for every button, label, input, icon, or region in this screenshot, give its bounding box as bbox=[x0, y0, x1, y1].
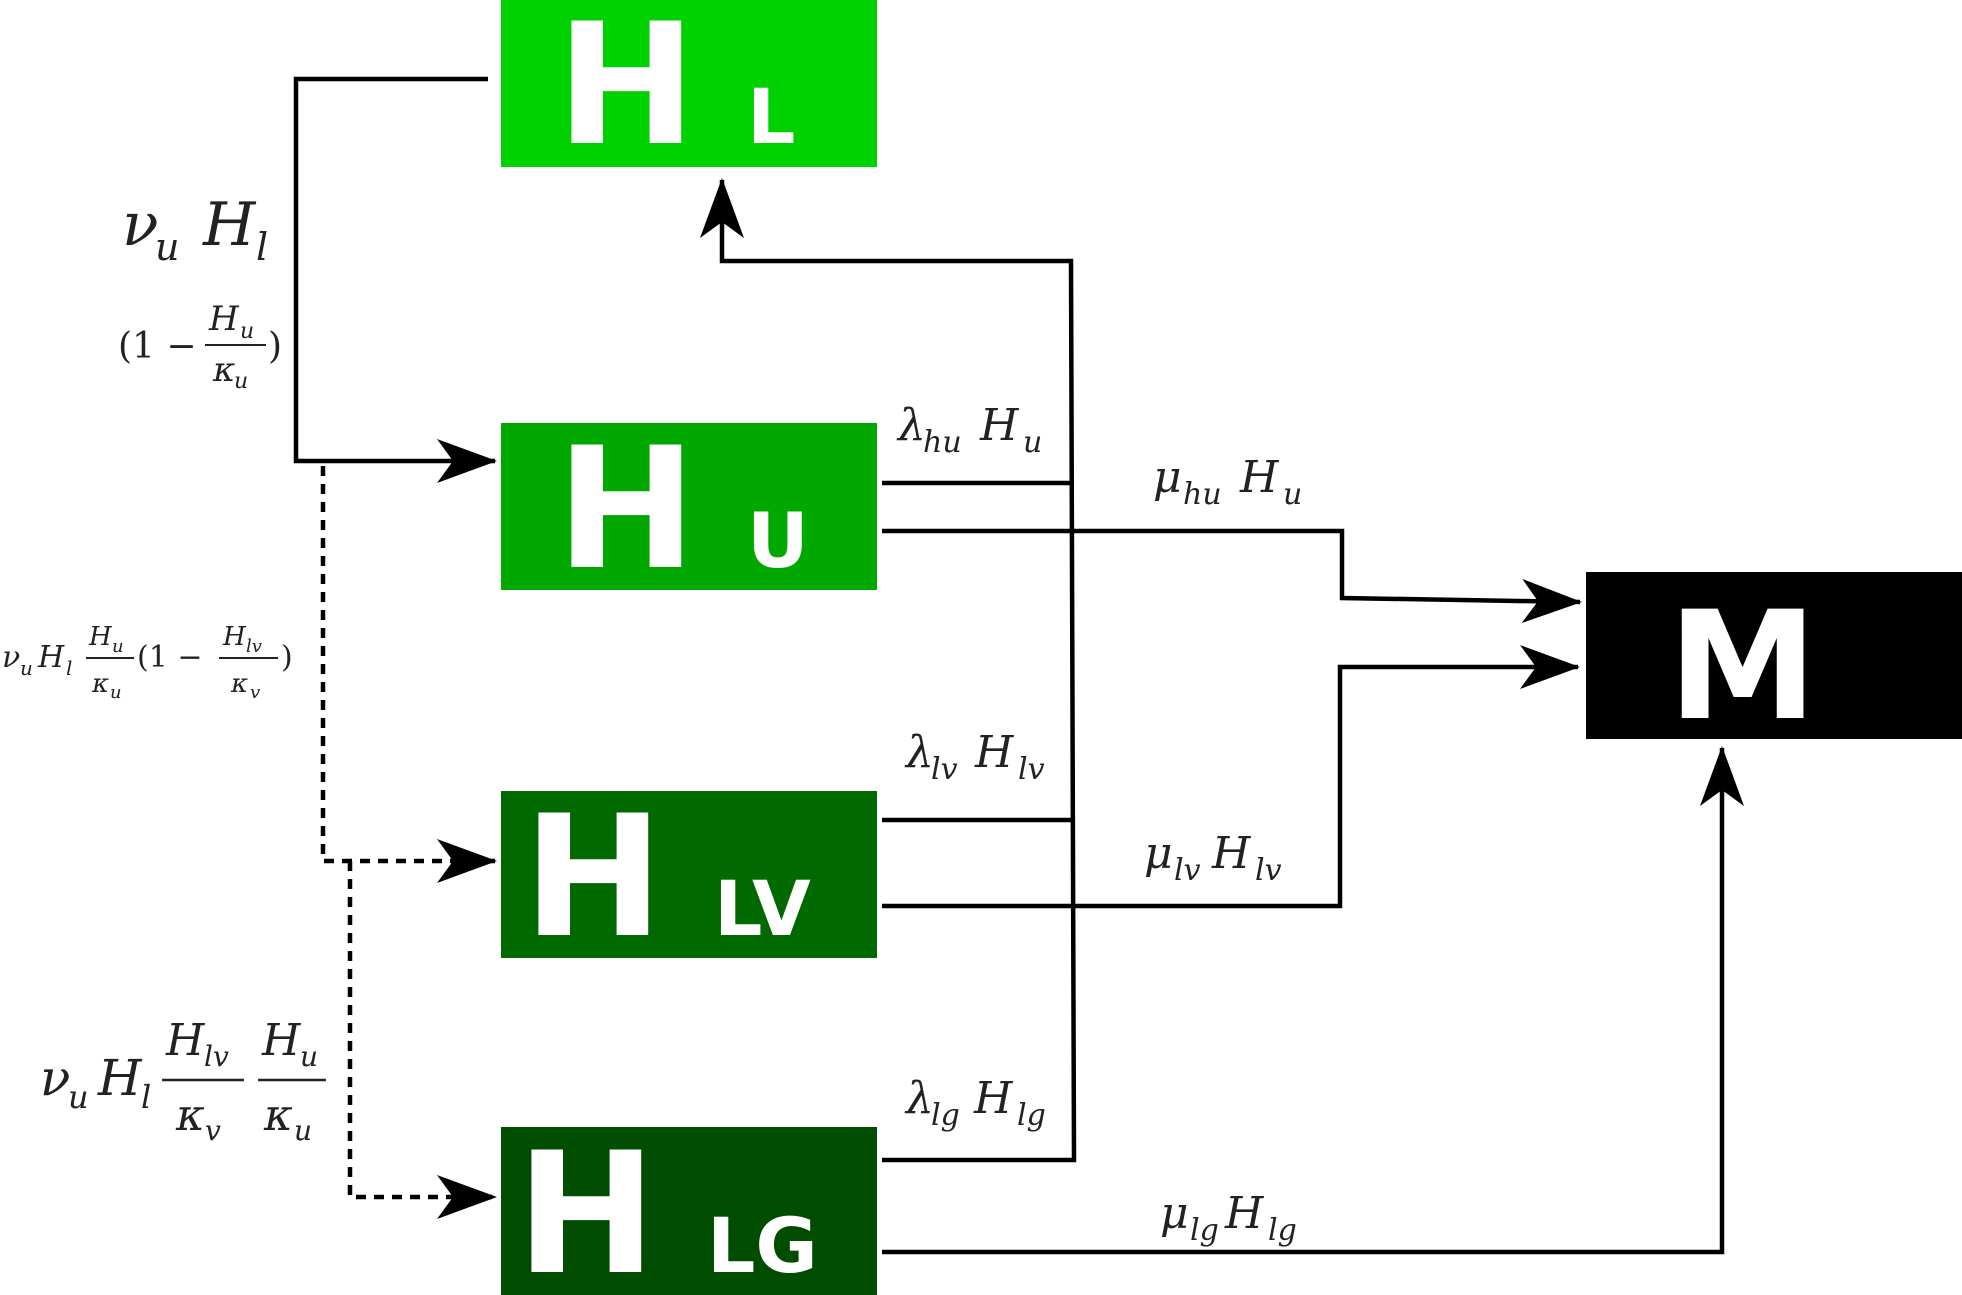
svg-text:λ: λ bbox=[904, 1073, 934, 1124]
label-lambda-lv: λ lv H lv bbox=[904, 727, 1045, 787]
svg-text:(1 −: (1 − bbox=[118, 326, 197, 367]
svg-text:H: H bbox=[88, 622, 113, 652]
flow-hlg-to-m bbox=[882, 746, 1744, 1255]
svg-text:lv: lv bbox=[931, 752, 958, 787]
svg-text:lg: lg bbox=[1017, 1098, 1046, 1133]
svg-text:μ: μ bbox=[1144, 828, 1173, 879]
svg-text:κ: κ bbox=[212, 350, 235, 390]
svg-text:u: u bbox=[20, 656, 33, 680]
svg-text:κ: κ bbox=[175, 1090, 205, 1141]
svg-text:H: H bbox=[208, 299, 240, 339]
label-lambda-hu: λ hu H u bbox=[896, 400, 1042, 460]
svg-text:μ: μ bbox=[1160, 1188, 1189, 1239]
box-hu-main: H bbox=[556, 411, 697, 607]
svg-text:hu: hu bbox=[923, 425, 962, 460]
svg-text:): ) bbox=[268, 326, 282, 367]
svg-text:lv: lv bbox=[204, 1040, 229, 1073]
svg-text:λ: λ bbox=[896, 400, 926, 451]
svg-text:H: H bbox=[97, 1049, 143, 1107]
svg-text:H: H bbox=[222, 622, 247, 652]
box-hlv: H LV bbox=[501, 779, 877, 975]
svg-text:hu: hu bbox=[1183, 477, 1222, 512]
svg-text:κ: κ bbox=[230, 669, 248, 699]
svg-text:v: v bbox=[250, 682, 260, 703]
box-hl: H L bbox=[501, 0, 877, 183]
svg-text:lv: lv bbox=[1255, 853, 1282, 888]
svg-text:lg: lg bbox=[931, 1098, 960, 1133]
box-hl-main: H bbox=[556, 0, 697, 183]
flow-hlv-to-m bbox=[882, 645, 1580, 909]
label-lambda-lg: λ lg H lg bbox=[904, 1073, 1046, 1133]
svg-text:u: u bbox=[112, 636, 124, 657]
svg-text:u: u bbox=[1283, 477, 1302, 512]
box-hlv-sub: LV bbox=[714, 864, 811, 953]
svg-text:(1 −: (1 − bbox=[137, 640, 202, 675]
svg-text:u: u bbox=[68, 1078, 89, 1116]
box-hlg: H LG bbox=[501, 1116, 877, 1295]
svg-text:l: l bbox=[66, 656, 72, 680]
label-nu-hl-hlv-hu: ν u H l H lv κ v H u κ u bbox=[40, 1015, 326, 1147]
box-hlg-main: H bbox=[516, 1116, 657, 1295]
svg-text:v: v bbox=[205, 1114, 221, 1147]
label-mu-hu: μ hu H u bbox=[1153, 452, 1302, 512]
svg-text:H: H bbox=[1211, 828, 1252, 879]
svg-text:κ: κ bbox=[263, 1090, 293, 1141]
svg-text:l: l bbox=[256, 225, 268, 269]
svg-text:H: H bbox=[974, 727, 1015, 778]
svg-text:H: H bbox=[202, 190, 257, 260]
box-hu-sub: U bbox=[747, 496, 809, 585]
svg-text:H: H bbox=[261, 1015, 302, 1066]
svg-text:u: u bbox=[300, 1040, 318, 1073]
label-mu-lg: μ lg H lg bbox=[1160, 1188, 1297, 1248]
svg-text:u: u bbox=[155, 225, 179, 269]
svg-text:ν: ν bbox=[122, 190, 158, 260]
svg-text:): ) bbox=[281, 640, 293, 675]
flow-hu-to-m bbox=[882, 528, 1582, 624]
svg-text:lv: lv bbox=[1174, 853, 1201, 888]
svg-text:ν: ν bbox=[2, 640, 20, 675]
box-m: M bbox=[1586, 572, 1962, 754]
svg-text:u: u bbox=[1023, 425, 1042, 460]
svg-text:H: H bbox=[1224, 1188, 1265, 1239]
box-hu: H U bbox=[501, 411, 877, 607]
svg-text:lg: lg bbox=[1190, 1213, 1219, 1248]
svg-text:lg: lg bbox=[1268, 1213, 1297, 1248]
svg-text:H: H bbox=[1239, 452, 1280, 503]
flow-hu-to-hlv-dashed bbox=[320, 466, 497, 883]
svg-text:lv: lv bbox=[1018, 752, 1045, 787]
svg-text:λ: λ bbox=[904, 727, 934, 778]
svg-text:u: u bbox=[110, 682, 122, 703]
svg-text:κ: κ bbox=[91, 669, 109, 699]
svg-text:u: u bbox=[240, 319, 254, 344]
flow-hlv-to-hlg-dashed bbox=[347, 861, 497, 1219]
svg-text:H: H bbox=[37, 640, 65, 675]
svg-text:μ: μ bbox=[1153, 452, 1182, 503]
svg-text:ν: ν bbox=[40, 1049, 70, 1107]
box-hlv-main: H bbox=[523, 779, 664, 975]
box-hl-sub: L bbox=[747, 72, 795, 161]
label-mu-lv: μ lv H lv bbox=[1144, 828, 1282, 888]
svg-text:H: H bbox=[165, 1015, 206, 1066]
svg-text:u: u bbox=[234, 369, 248, 394]
box-hlg-sub: LG bbox=[707, 1201, 818, 1290]
label-factor-1: (1 − H u κ u ) bbox=[118, 299, 282, 394]
svg-text:l: l bbox=[141, 1078, 151, 1116]
label-nu-hl-hu: ν u H l H u κ u (1 − H lv κ v ) bbox=[2, 622, 293, 703]
flow-hl-to-hu bbox=[293, 76, 497, 483]
flow-hlg-lambda bbox=[700, 178, 1077, 1163]
svg-text:H: H bbox=[979, 400, 1020, 451]
svg-text:u: u bbox=[294, 1114, 312, 1147]
label-nu-hl: ν u H l bbox=[122, 190, 268, 269]
svg-text:lv: lv bbox=[246, 636, 262, 657]
box-m-main: M bbox=[1668, 580, 1817, 754]
svg-text:H: H bbox=[973, 1073, 1014, 1124]
